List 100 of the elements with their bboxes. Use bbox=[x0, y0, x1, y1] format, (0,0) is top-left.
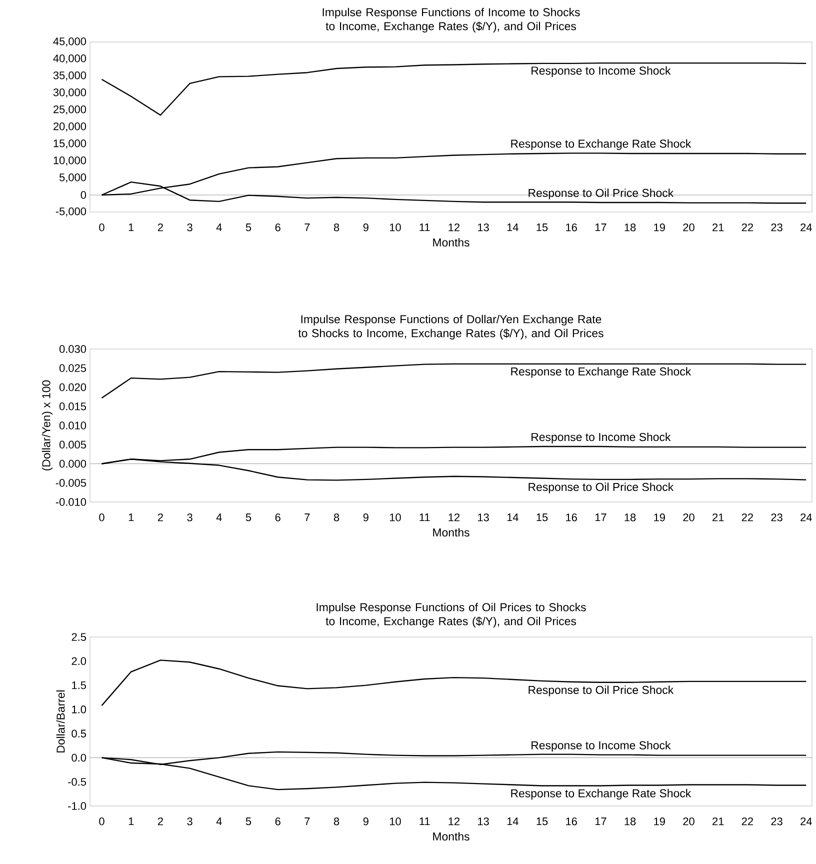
x-tick-label: 2 bbox=[158, 224, 164, 232]
x-tick-label: 20 bbox=[683, 514, 695, 522]
x-tick-label: 11 bbox=[420, 818, 430, 826]
x-tick-label: 23 bbox=[771, 224, 783, 232]
x-tick-label: 20 bbox=[683, 818, 695, 826]
y-tick-label: 35,000 bbox=[54, 71, 86, 81]
x-axis-title: Months bbox=[433, 238, 470, 247]
x-tick-label: 22 bbox=[742, 818, 754, 826]
series-label: Response to Income Shock bbox=[532, 66, 671, 77]
x-tick-label: 16 bbox=[566, 514, 578, 522]
x-tick-label: 10 bbox=[390, 818, 402, 826]
series-label: Response to Oil Price Shock bbox=[528, 188, 674, 200]
x-tick-label: 0 bbox=[99, 818, 105, 826]
x-tick-label: 24 bbox=[800, 224, 812, 232]
series-label: Response to Exchange Rate Shock bbox=[511, 139, 692, 150]
series-label: Response to Oil Price Shock bbox=[528, 482, 674, 494]
x-tick-label: 16 bbox=[566, 818, 578, 826]
y-tick-label: -0.5 bbox=[68, 778, 86, 786]
x-tick-label: 21 bbox=[712, 224, 724, 232]
x-tick-label: 7 bbox=[304, 514, 310, 522]
y-tick-label: 0 bbox=[81, 191, 86, 199]
x-tick-label: 22 bbox=[742, 514, 754, 522]
y-tick-label: 0.015 bbox=[60, 402, 86, 410]
x-tick-label: 17 bbox=[596, 514, 606, 522]
y-tick-label: 0.030 bbox=[60, 345, 86, 353]
y-tick-label: 30,000 bbox=[54, 88, 86, 98]
x-tick-label: 6 bbox=[276, 224, 281, 232]
x-tick-label: 4 bbox=[216, 224, 222, 232]
y-tick-label: 0.5 bbox=[72, 730, 86, 738]
x-tick-label: 8 bbox=[334, 514, 340, 522]
y-axis-title: (Dollar/Yen) x 100 bbox=[42, 380, 53, 470]
y-tick-label: 0.0 bbox=[72, 754, 86, 762]
series-label: Response to Exchange Rate Shock bbox=[511, 788, 692, 800]
chart-title: Impulse Response Functions of Dollar/Yen Exchange Rate to Shocks to Income, Exchange Rates ($/Y), and Oil Prices bbox=[298, 314, 604, 340]
x-tick-label: 19 bbox=[654, 818, 666, 826]
x-tick-label: 1 bbox=[129, 818, 134, 826]
y-tick-label: 1.5 bbox=[72, 681, 86, 690]
x-tick-label: 20 bbox=[683, 224, 695, 232]
y-tick-label: 2.5 bbox=[72, 633, 86, 641]
x-tick-label: 15 bbox=[536, 818, 548, 826]
y-tick-label: 0.005 bbox=[60, 440, 86, 449]
x-tick-label: 3 bbox=[187, 224, 193, 232]
x-tick-label: 4 bbox=[216, 514, 222, 522]
x-tick-label: 6 bbox=[276, 818, 281, 826]
x-tick-label: 21 bbox=[712, 818, 724, 826]
x-tick-label: 24 bbox=[800, 818, 812, 826]
x-tick-label: 13 bbox=[478, 818, 490, 826]
y-tick-label: -1.0 bbox=[68, 802, 86, 810]
y-tick-label: 25,000 bbox=[54, 105, 86, 115]
x-tick-label: 24 bbox=[800, 514, 812, 522]
series-label: Response to Income Shock bbox=[532, 432, 671, 444]
x-tick-label: 11 bbox=[420, 224, 430, 232]
x-tick-label: 1 bbox=[129, 224, 134, 232]
chart-title: Impulse Response Functions of Oil Prices to Shocks to Income, Exchange Rates ($/Y), and Oil Prices bbox=[316, 602, 586, 628]
x-tick-label: 7 bbox=[304, 224, 310, 232]
y-tick-label: 0.000 bbox=[60, 460, 86, 468]
series-label: Response to Oil Price Shock bbox=[528, 686, 674, 696]
x-tick-label: 19 bbox=[654, 514, 666, 522]
x-tick-label: 12 bbox=[448, 514, 460, 522]
x-tick-label: 18 bbox=[624, 818, 636, 826]
x-tick-label: 13 bbox=[478, 514, 490, 522]
x-tick-label: 5 bbox=[246, 224, 252, 232]
x-tick-label: 19 bbox=[654, 224, 666, 232]
series-label: Response to Exchange Rate Shock bbox=[511, 367, 692, 378]
y-tick-label: -0.005 bbox=[56, 479, 86, 487]
x-tick-label: 5 bbox=[246, 818, 252, 826]
x-tick-label: 3 bbox=[187, 818, 193, 826]
y-tick-label: 20,000 bbox=[54, 122, 86, 132]
y-tick-label: 0.010 bbox=[60, 422, 86, 430]
y-tick-label: 10,000 bbox=[54, 156, 86, 166]
y-tick-label: 40,000 bbox=[53, 54, 86, 64]
x-tick-label: 12 bbox=[448, 224, 460, 232]
y-tick-label: 5,000 bbox=[60, 173, 86, 183]
x-tick-label: 17 bbox=[596, 818, 606, 826]
x-tick-label: 10 bbox=[390, 514, 402, 522]
x-tick-label: 22 bbox=[742, 224, 754, 232]
y-axis-title: Dollar/Barrel bbox=[56, 690, 65, 752]
x-tick-label: 2 bbox=[158, 514, 164, 522]
x-tick-label: 8 bbox=[334, 818, 340, 826]
x-tick-label: 23 bbox=[771, 818, 783, 826]
x-tick-label: 2 bbox=[158, 818, 164, 826]
x-tick-label: 18 bbox=[624, 514, 636, 522]
y-tick-label: 1.0 bbox=[72, 706, 86, 714]
x-tick-label: 14 bbox=[508, 818, 519, 826]
y-tick-label: 15,000 bbox=[54, 139, 86, 149]
x-tick-label: 21 bbox=[712, 514, 724, 522]
x-tick-label: 9 bbox=[364, 818, 369, 826]
x-tick-label: 9 bbox=[364, 514, 369, 522]
y-tick-label: 0.025 bbox=[60, 364, 86, 372]
x-tick-label: 15 bbox=[536, 224, 548, 232]
x-tick-label: 6 bbox=[276, 514, 281, 522]
y-tick-label: 2.0 bbox=[72, 657, 86, 666]
x-tick-label: 14 bbox=[508, 514, 519, 522]
x-tick-label: 10 bbox=[390, 224, 402, 232]
x-tick-label: 0 bbox=[99, 224, 105, 232]
x-tick-label: 13 bbox=[478, 224, 490, 232]
chart-title: Impulse Response Functions of Income to Shocks to Income, Exchange Rates ($/Y), and Oil Prices bbox=[323, 8, 580, 32]
x-tick-label: 5 bbox=[246, 514, 252, 522]
x-tick-label: 18 bbox=[624, 224, 636, 232]
x-axis-title: Months bbox=[433, 832, 470, 841]
